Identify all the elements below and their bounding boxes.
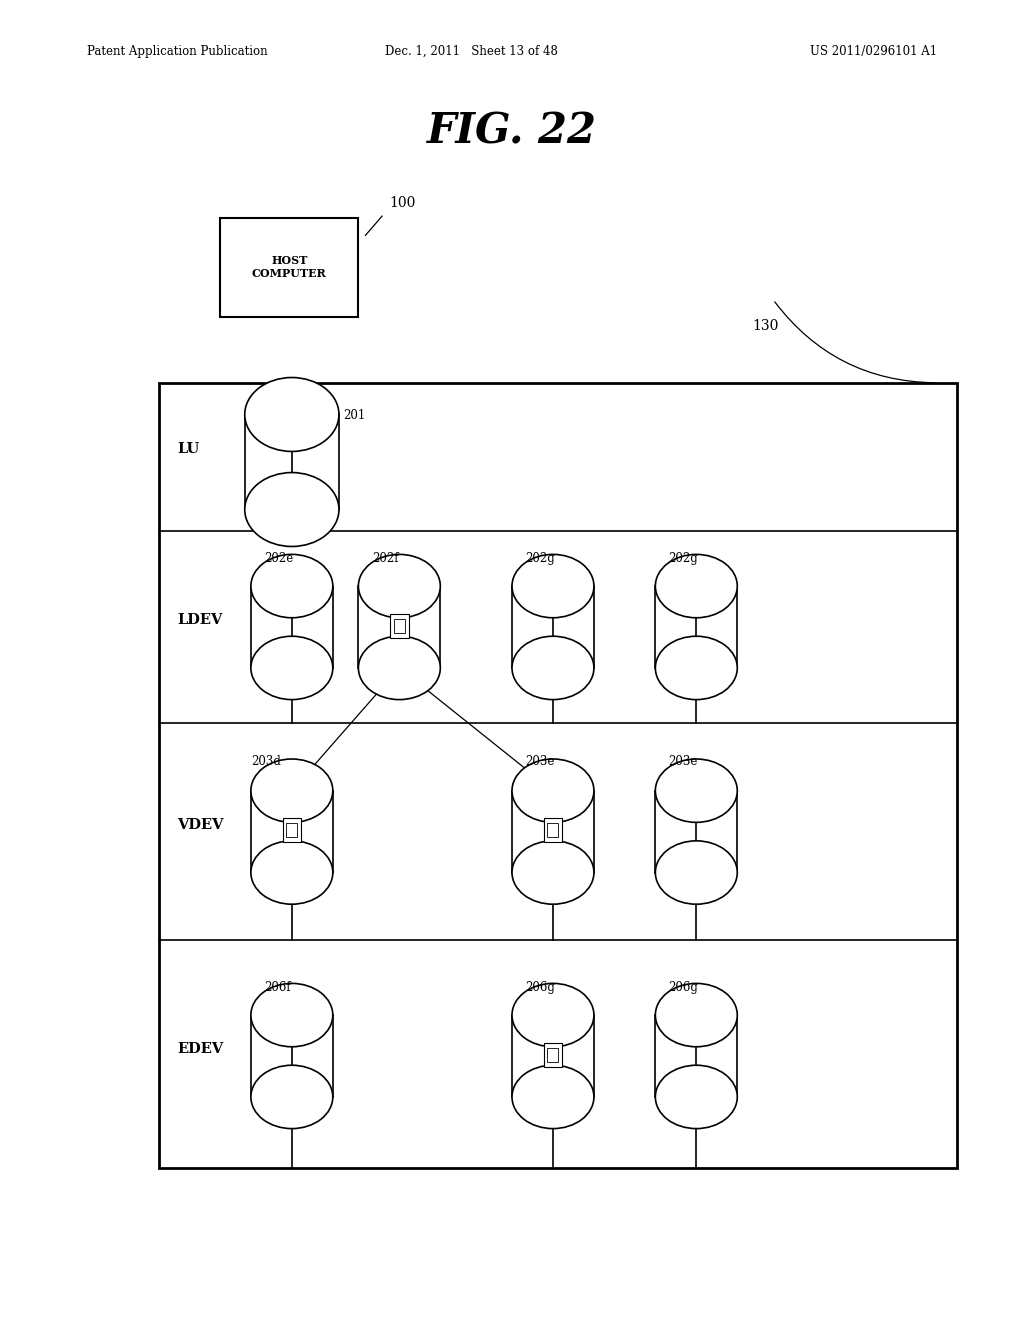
Bar xyxy=(251,586,333,668)
Bar xyxy=(512,586,594,668)
Ellipse shape xyxy=(655,1065,737,1129)
Ellipse shape xyxy=(655,841,737,904)
Bar xyxy=(220,218,358,317)
Ellipse shape xyxy=(655,554,737,618)
Text: 100: 100 xyxy=(389,195,416,210)
Ellipse shape xyxy=(512,1065,594,1129)
Text: 206g: 206g xyxy=(525,981,555,994)
Bar xyxy=(512,1015,594,1097)
Ellipse shape xyxy=(251,1065,333,1129)
Ellipse shape xyxy=(512,759,594,822)
Ellipse shape xyxy=(251,554,333,618)
Ellipse shape xyxy=(512,636,594,700)
Bar xyxy=(544,818,562,842)
Ellipse shape xyxy=(655,759,737,822)
Text: 203e: 203e xyxy=(525,755,555,768)
Bar xyxy=(394,619,404,632)
Bar xyxy=(159,383,957,1168)
Bar xyxy=(655,791,737,873)
Bar xyxy=(287,824,297,837)
Ellipse shape xyxy=(245,473,339,546)
Bar xyxy=(245,414,339,510)
Ellipse shape xyxy=(245,378,339,451)
Ellipse shape xyxy=(512,554,594,618)
Text: HOST
COMPUTER: HOST COMPUTER xyxy=(252,255,327,280)
Text: US 2011/0296101 A1: US 2011/0296101 A1 xyxy=(810,45,937,58)
Text: FIG. 22: FIG. 22 xyxy=(427,111,597,153)
Text: EDEV: EDEV xyxy=(177,1043,223,1056)
Bar xyxy=(283,818,301,842)
Ellipse shape xyxy=(512,983,594,1047)
Text: VDEV: VDEV xyxy=(177,818,223,832)
Bar xyxy=(544,1043,562,1067)
Text: 206f: 206f xyxy=(264,981,291,994)
Bar xyxy=(548,1048,558,1061)
Bar xyxy=(655,1015,737,1097)
Text: 203e: 203e xyxy=(669,755,698,768)
Ellipse shape xyxy=(655,983,737,1047)
Bar xyxy=(390,614,409,638)
Text: LU: LU xyxy=(177,442,200,455)
Bar xyxy=(251,1015,333,1097)
Text: 130: 130 xyxy=(753,318,779,333)
Ellipse shape xyxy=(358,636,440,700)
Bar xyxy=(512,791,594,873)
Text: Patent Application Publication: Patent Application Publication xyxy=(87,45,267,58)
Text: 202f: 202f xyxy=(372,552,398,565)
Text: 203d: 203d xyxy=(251,755,281,768)
Ellipse shape xyxy=(512,841,594,904)
Bar xyxy=(548,824,558,837)
Text: 202e: 202e xyxy=(264,552,294,565)
Text: 202g: 202g xyxy=(669,552,698,565)
Ellipse shape xyxy=(358,554,440,618)
Ellipse shape xyxy=(655,636,737,700)
Bar xyxy=(655,586,737,668)
Text: 202g: 202g xyxy=(525,552,555,565)
Ellipse shape xyxy=(251,759,333,822)
Ellipse shape xyxy=(251,841,333,904)
Ellipse shape xyxy=(251,636,333,700)
Text: 201: 201 xyxy=(343,409,366,422)
Ellipse shape xyxy=(251,983,333,1047)
Text: LDEV: LDEV xyxy=(177,614,222,627)
Text: 206g: 206g xyxy=(669,981,698,994)
Bar xyxy=(251,791,333,873)
Bar xyxy=(358,586,440,668)
Text: Dec. 1, 2011   Sheet 13 of 48: Dec. 1, 2011 Sheet 13 of 48 xyxy=(385,45,557,58)
